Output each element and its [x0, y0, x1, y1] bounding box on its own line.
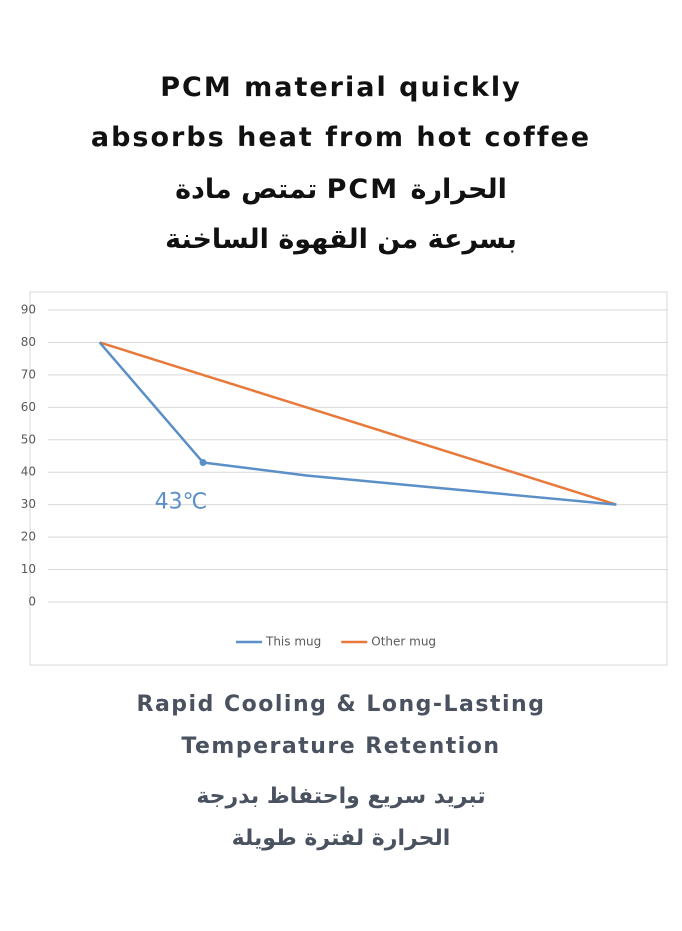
heading-line: PCM material quickly — [160, 72, 522, 103]
y-tick-label: 50 — [21, 432, 36, 446]
footer-line: الحرارة لفترة طويلة — [231, 826, 451, 851]
y-tick-label: 60 — [21, 400, 36, 414]
highlight-point — [199, 458, 207, 466]
y-tick-label: 0 — [28, 595, 36, 609]
y-tick-label: 10 — [21, 562, 36, 576]
footer-line: تبريد سريع واحتفاظ بدرجة — [196, 784, 486, 809]
heading-line: absorbs heat from hot coffee — [90, 122, 592, 153]
y-tick-label: 80 — [21, 335, 36, 349]
y-tick-label: 40 — [21, 465, 36, 479]
y-tick-label: 70 — [21, 367, 36, 381]
series-line — [98, 341, 617, 506]
series-line — [99, 341, 617, 506]
heading-line: بسرعة من القهوة الساخنة — [165, 224, 517, 255]
footer-line: Rapid Cooling & Long-Lasting — [136, 692, 546, 717]
footer-line: Temperature Retention — [181, 734, 501, 759]
y-tick-label: 90 — [21, 303, 36, 317]
y-tick-label: 30 — [21, 497, 36, 511]
heading-line: تمتص مادة PCM الحرارة — [175, 174, 507, 205]
annotation: 43℃ — [155, 489, 208, 514]
y-tick-label: 20 — [21, 530, 36, 544]
legend-label: This mug — [265, 635, 321, 649]
legend-label: Other mug — [371, 635, 436, 649]
